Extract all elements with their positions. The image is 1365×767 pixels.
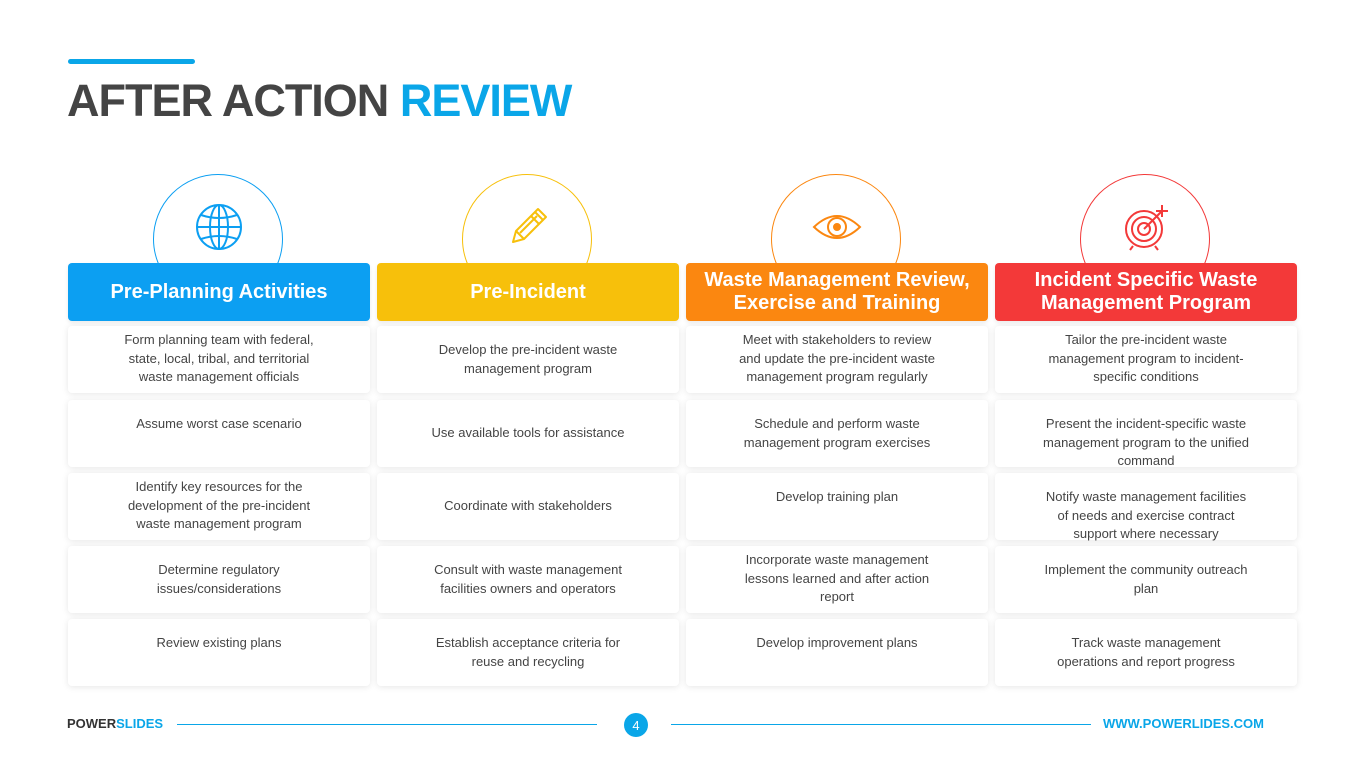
table-cell: Use available tools for assistance: [377, 400, 679, 467]
table-cell: Determine regulatory issues/consideratio…: [68, 546, 370, 613]
table-cell: Assume worst case scenario: [68, 400, 370, 467]
table-cell: Establish acceptance criteria for reuse …: [377, 619, 679, 686]
pencil-icon: [512, 208, 547, 243]
footer-divider-right: [671, 724, 1091, 725]
table-cell: Develop the pre-incident waste managemen…: [377, 326, 679, 393]
table-cell: Implement the community outreach plan: [995, 546, 1297, 613]
target-icon: [1125, 205, 1168, 251]
table-cell: Tailor the pre-incident waste management…: [995, 326, 1297, 393]
page-title: AFTER ACTION REVIEW: [67, 74, 573, 128]
table-cell: Meet with stakeholders to review and upd…: [686, 326, 988, 393]
table-cell: Track waste management operations and re…: [995, 619, 1297, 686]
brand-part-2: SLIDES: [116, 716, 164, 731]
title-part-1: AFTER ACTION: [67, 75, 389, 126]
column-header: Pre-Incident: [377, 263, 679, 321]
table-cell: Present the incident-specific waste mana…: [995, 400, 1297, 468]
footer-divider-left: [177, 724, 597, 725]
footer-url-link[interactable]: WWW.POWERLIDES.COM: [1102, 716, 1264, 731]
eye-icon: [812, 215, 862, 239]
title-accent-bar: [68, 59, 195, 64]
table-cell: Develop improvement plans: [686, 619, 988, 686]
brand-part-1: POWER: [67, 716, 117, 731]
table-cell: Consult with waste management facilities…: [377, 546, 679, 613]
table-cell: Incorporate waste management lessons lea…: [686, 546, 988, 613]
table-cell: Identify key resources for the developme…: [68, 473, 370, 540]
column-header: Incident Specific Waste Management Progr…: [995, 263, 1297, 321]
footer-brand: POWERSLIDES: [67, 716, 163, 731]
table-cell: Coordinate with stakeholders: [377, 473, 679, 540]
table-cell: Notify waste management facilities of ne…: [995, 473, 1297, 541]
column-header: Pre-Planning Activities: [68, 263, 370, 321]
page-number-badge: 4: [624, 713, 648, 737]
column-header: Waste Management Review, Exercise and Tr…: [686, 263, 988, 321]
table-cell: Schedule and perform waste management pr…: [686, 400, 988, 467]
table-cell: Review existing plans: [68, 619, 370, 686]
globe-icon: [196, 204, 242, 250]
title-part-2: REVIEW: [399, 75, 573, 126]
table-cell: Develop training plan: [686, 473, 988, 540]
table-cell: Form planning team with federal, state, …: [68, 326, 370, 393]
